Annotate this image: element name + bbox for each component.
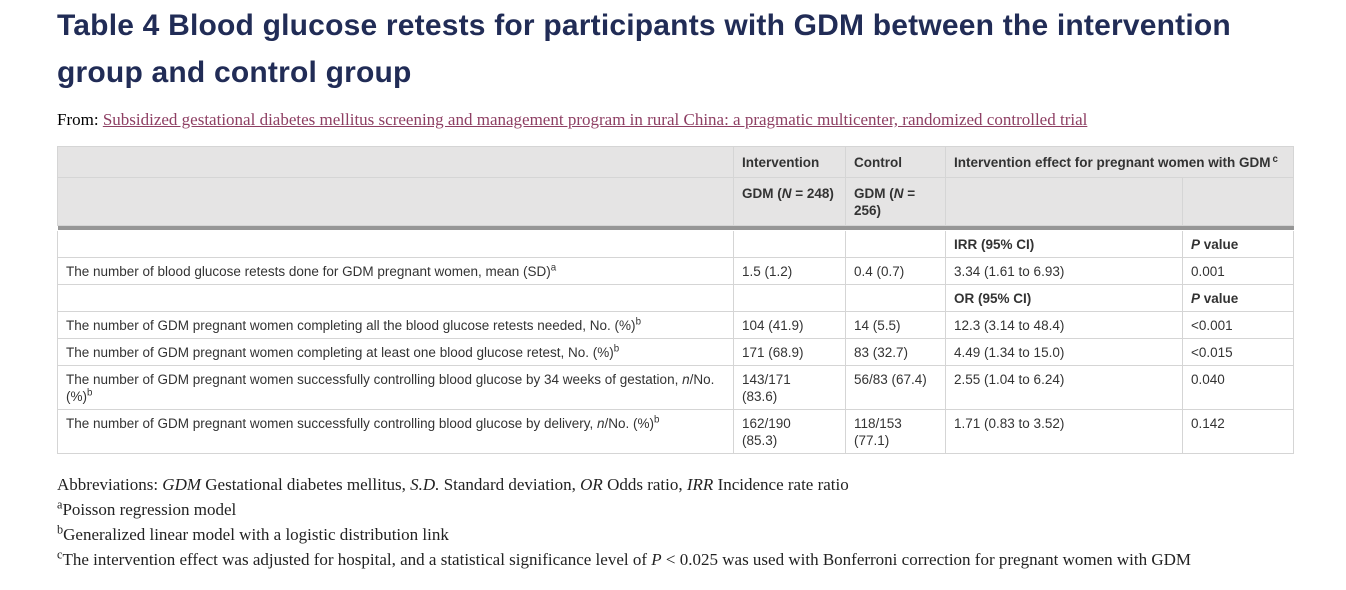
irr-header-cell: IRR (95% CI)	[945, 230, 1183, 258]
footnote-marker-b: b	[654, 414, 660, 426]
footnote-marker-c: c	[1272, 153, 1278, 165]
abbreviations-line: Abbreviations: GDM Gestational diabetes …	[57, 475, 849, 494]
header-effect-cell: Intervention effect for pregnant women w…	[944, 146, 1295, 178]
control-value-cell: 0.4 (0.7)	[845, 257, 946, 285]
footnote-marker-a: a	[550, 262, 557, 274]
intervention-value-cell: 143/171 (83.6)	[733, 365, 846, 410]
p-value-cell: <0.001	[1181, 311, 1295, 339]
source-line: From: Subsidized gestational diabetes me…	[57, 110, 1292, 130]
control-value-cell: 83 (32.7)	[845, 338, 946, 366]
empty-cell	[845, 230, 946, 258]
intervention-value-cell: 171 (68.9)	[733, 338, 846, 366]
intervention-value-cell: 1.5 (1.2)	[733, 257, 846, 285]
p-value-cell: 0.001	[1181, 257, 1295, 285]
row-label-cell: The number of GDM pregnant women success…	[57, 409, 734, 454]
footnote-marker-b: b	[87, 387, 93, 399]
empty-cell	[733, 284, 846, 312]
control-value-cell: 14 (5.5)	[845, 311, 946, 339]
effect-value-cell: 2.55 (1.04 to 6.24)	[945, 365, 1183, 410]
intervention-value-cell: 104 (41.9)	[733, 311, 846, 339]
table-row: The number of blood glucose retests done…	[57, 257, 1295, 285]
header-gdm-248-cell: GDM (N = 248)	[733, 177, 846, 226]
p-value-header-cell: P value	[1181, 284, 1295, 312]
header-empty-cell	[57, 177, 734, 226]
effect-value-cell: 12.3 (3.14 to 48.4)	[945, 311, 1183, 339]
p-value-cell: 0.142	[1181, 409, 1295, 454]
row-label-cell: The number of GDM pregnant women complet…	[57, 338, 734, 366]
footnote-marker-b: b	[613, 343, 620, 355]
control-value-cell: 56/83 (67.4)	[845, 365, 946, 410]
header-gdm-256-cell: GDM (N = 256)	[845, 177, 946, 226]
control-value-cell: 118/153 (77.1)	[845, 409, 946, 454]
header-empty-cell	[945, 177, 1183, 226]
effect-value-cell: 1.71 (0.83 to 3.52)	[945, 409, 1183, 454]
p-value-header-cell: P value	[1181, 230, 1295, 258]
or-header-cell: OR (95% CI)	[945, 284, 1183, 312]
table-footnotes: Abbreviations: GDM Gestational diabetes …	[57, 472, 1292, 572]
empty-cell	[733, 230, 846, 258]
header-row-groups: Intervention Control Intervention effect…	[57, 146, 1295, 178]
p-value-cell: 0.040	[1181, 365, 1295, 410]
p-value-cell: <0.015	[1181, 338, 1295, 366]
header-control-cell: Control	[845, 146, 946, 178]
footnote-marker-c: c	[57, 547, 63, 562]
table-row: The number of GDM pregnant women complet…	[57, 311, 1295, 339]
intervention-value-cell: 162/190 (85.3)	[733, 409, 846, 454]
header-intervention-cell: Intervention	[733, 146, 846, 178]
page-title: Table 4 Blood glucose retests for partic…	[57, 9, 1231, 89]
footnote-a: aPoisson regression model	[57, 497, 237, 519]
footnote-marker-b: b	[635, 316, 641, 328]
section-row-or: OR (95% CI) P value	[57, 284, 1295, 312]
empty-cell	[845, 284, 946, 312]
footnote-marker-b: b	[57, 522, 64, 537]
section-row-irr: IRR (95% CI) P value	[57, 230, 1295, 258]
table-row: The number of GDM pregnant women complet…	[57, 338, 1295, 366]
effect-value-cell: 4.49 (1.34 to 15.0)	[945, 338, 1183, 366]
empty-cell	[57, 230, 734, 258]
header-empty-cell	[57, 146, 734, 178]
row-label-cell: The number of GDM pregnant women complet…	[57, 311, 734, 339]
empty-cell	[57, 284, 734, 312]
source-link[interactable]: Subsidized gestational diabetes mellitus…	[102, 110, 1088, 129]
header-empty-cell	[1181, 177, 1295, 226]
row-label-cell: The number of blood glucose retests done…	[57, 257, 734, 285]
source-prefix: From:	[57, 110, 103, 129]
header-row-subgroups: GDM (N = 248) GDM (N = 256)	[57, 177, 1295, 226]
row-label-cell: The number of GDM pregnant women success…	[57, 365, 734, 410]
table-row: The number of GDM pregnant women success…	[57, 409, 1295, 454]
footnote-b: bGeneralized linear model with a logisti…	[57, 522, 449, 544]
results-table: Intervention Control Intervention effect…	[57, 146, 1295, 454]
footnote-c: cThe intervention effect was adjusted fo…	[57, 547, 1192, 569]
article-table-page: Table 4 Blood glucose retests for partic…	[57, 9, 1295, 572]
footnote-marker-a: a	[57, 497, 63, 512]
table-row: The number of GDM pregnant women success…	[57, 365, 1295, 410]
effect-value-cell: 3.34 (1.61 to 6.93)	[945, 257, 1183, 285]
